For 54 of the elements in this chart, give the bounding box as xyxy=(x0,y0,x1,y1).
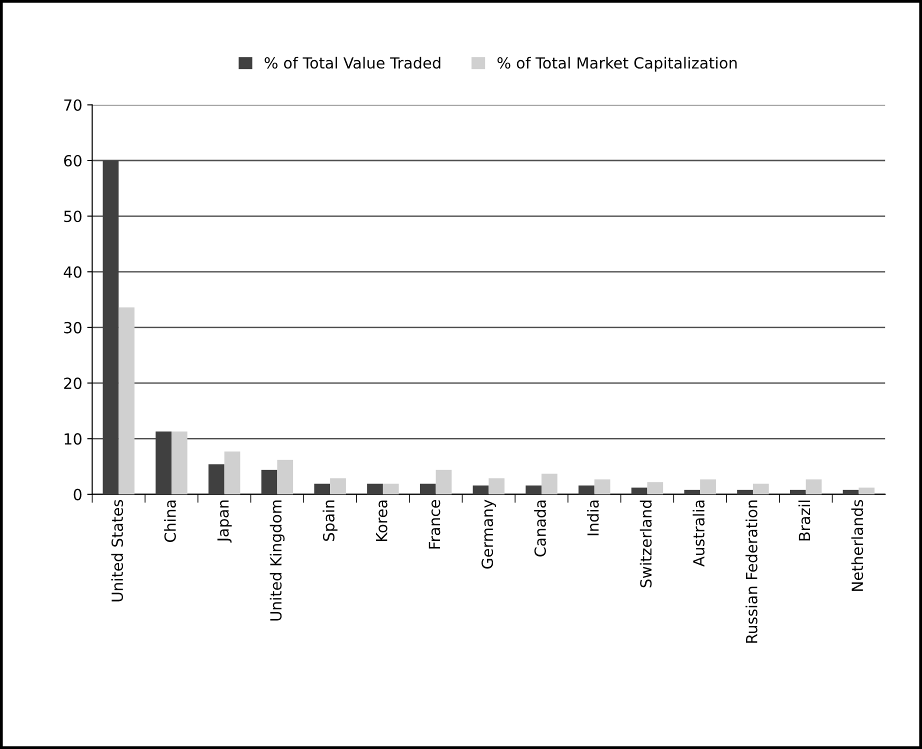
x-tick-label: Japan xyxy=(217,500,232,543)
y-tick-label: 10 xyxy=(64,433,82,445)
bar xyxy=(526,485,542,494)
legend-label: % of Total Value Traded xyxy=(264,56,440,69)
y-tick-label: 0 xyxy=(74,488,82,500)
x-tick-label: Canada xyxy=(534,500,546,556)
bar xyxy=(858,488,875,494)
bar xyxy=(790,490,806,494)
y-tick-label: 40 xyxy=(64,266,82,278)
bar xyxy=(156,431,172,494)
bar xyxy=(330,478,346,494)
bar xyxy=(578,485,594,494)
x-tick-label: Germany xyxy=(482,500,496,569)
x-tick-label: United Kingdom xyxy=(270,500,285,620)
x-tick-label: Netherlands xyxy=(851,500,864,591)
x-tick-label: Brazil xyxy=(798,500,810,540)
x-tick-label: Switzerland xyxy=(640,500,652,588)
bar xyxy=(224,451,240,494)
x-tick-label: United States xyxy=(111,500,124,602)
bar xyxy=(420,484,436,494)
bar xyxy=(737,490,753,494)
x-tick-label: China xyxy=(164,500,176,542)
bar xyxy=(647,482,664,494)
bar xyxy=(314,484,330,494)
bar xyxy=(806,479,822,494)
bar xyxy=(277,460,294,494)
bar xyxy=(118,307,134,494)
y-tick-label: 30 xyxy=(64,322,82,334)
x-tick-label: France xyxy=(428,500,440,549)
bar xyxy=(208,464,224,494)
y-tick-label: 60 xyxy=(64,154,82,167)
bar xyxy=(542,474,558,494)
bar xyxy=(171,431,188,494)
bar xyxy=(684,490,700,494)
y-tick-label: 50 xyxy=(64,210,82,222)
x-tick-label: Korea xyxy=(376,500,388,542)
bar xyxy=(367,484,383,494)
y-tick-label: 70 xyxy=(64,99,82,111)
y-tick-label: 20 xyxy=(64,378,82,390)
x-tick-label: Australia xyxy=(692,500,705,567)
bar xyxy=(382,484,399,494)
bar xyxy=(472,485,489,494)
x-tick-label: India xyxy=(586,500,599,536)
bar xyxy=(436,470,452,494)
x-tick-label: Russian Federation xyxy=(746,500,758,643)
bar xyxy=(102,160,119,494)
bar xyxy=(631,488,648,494)
bar xyxy=(488,478,505,494)
bar xyxy=(700,479,716,494)
legend-label: % of Total Market Capitalization xyxy=(497,56,737,72)
x-tick-label: Spain xyxy=(322,500,338,541)
bar xyxy=(261,470,278,494)
bar xyxy=(752,484,769,494)
bar xyxy=(594,479,610,494)
